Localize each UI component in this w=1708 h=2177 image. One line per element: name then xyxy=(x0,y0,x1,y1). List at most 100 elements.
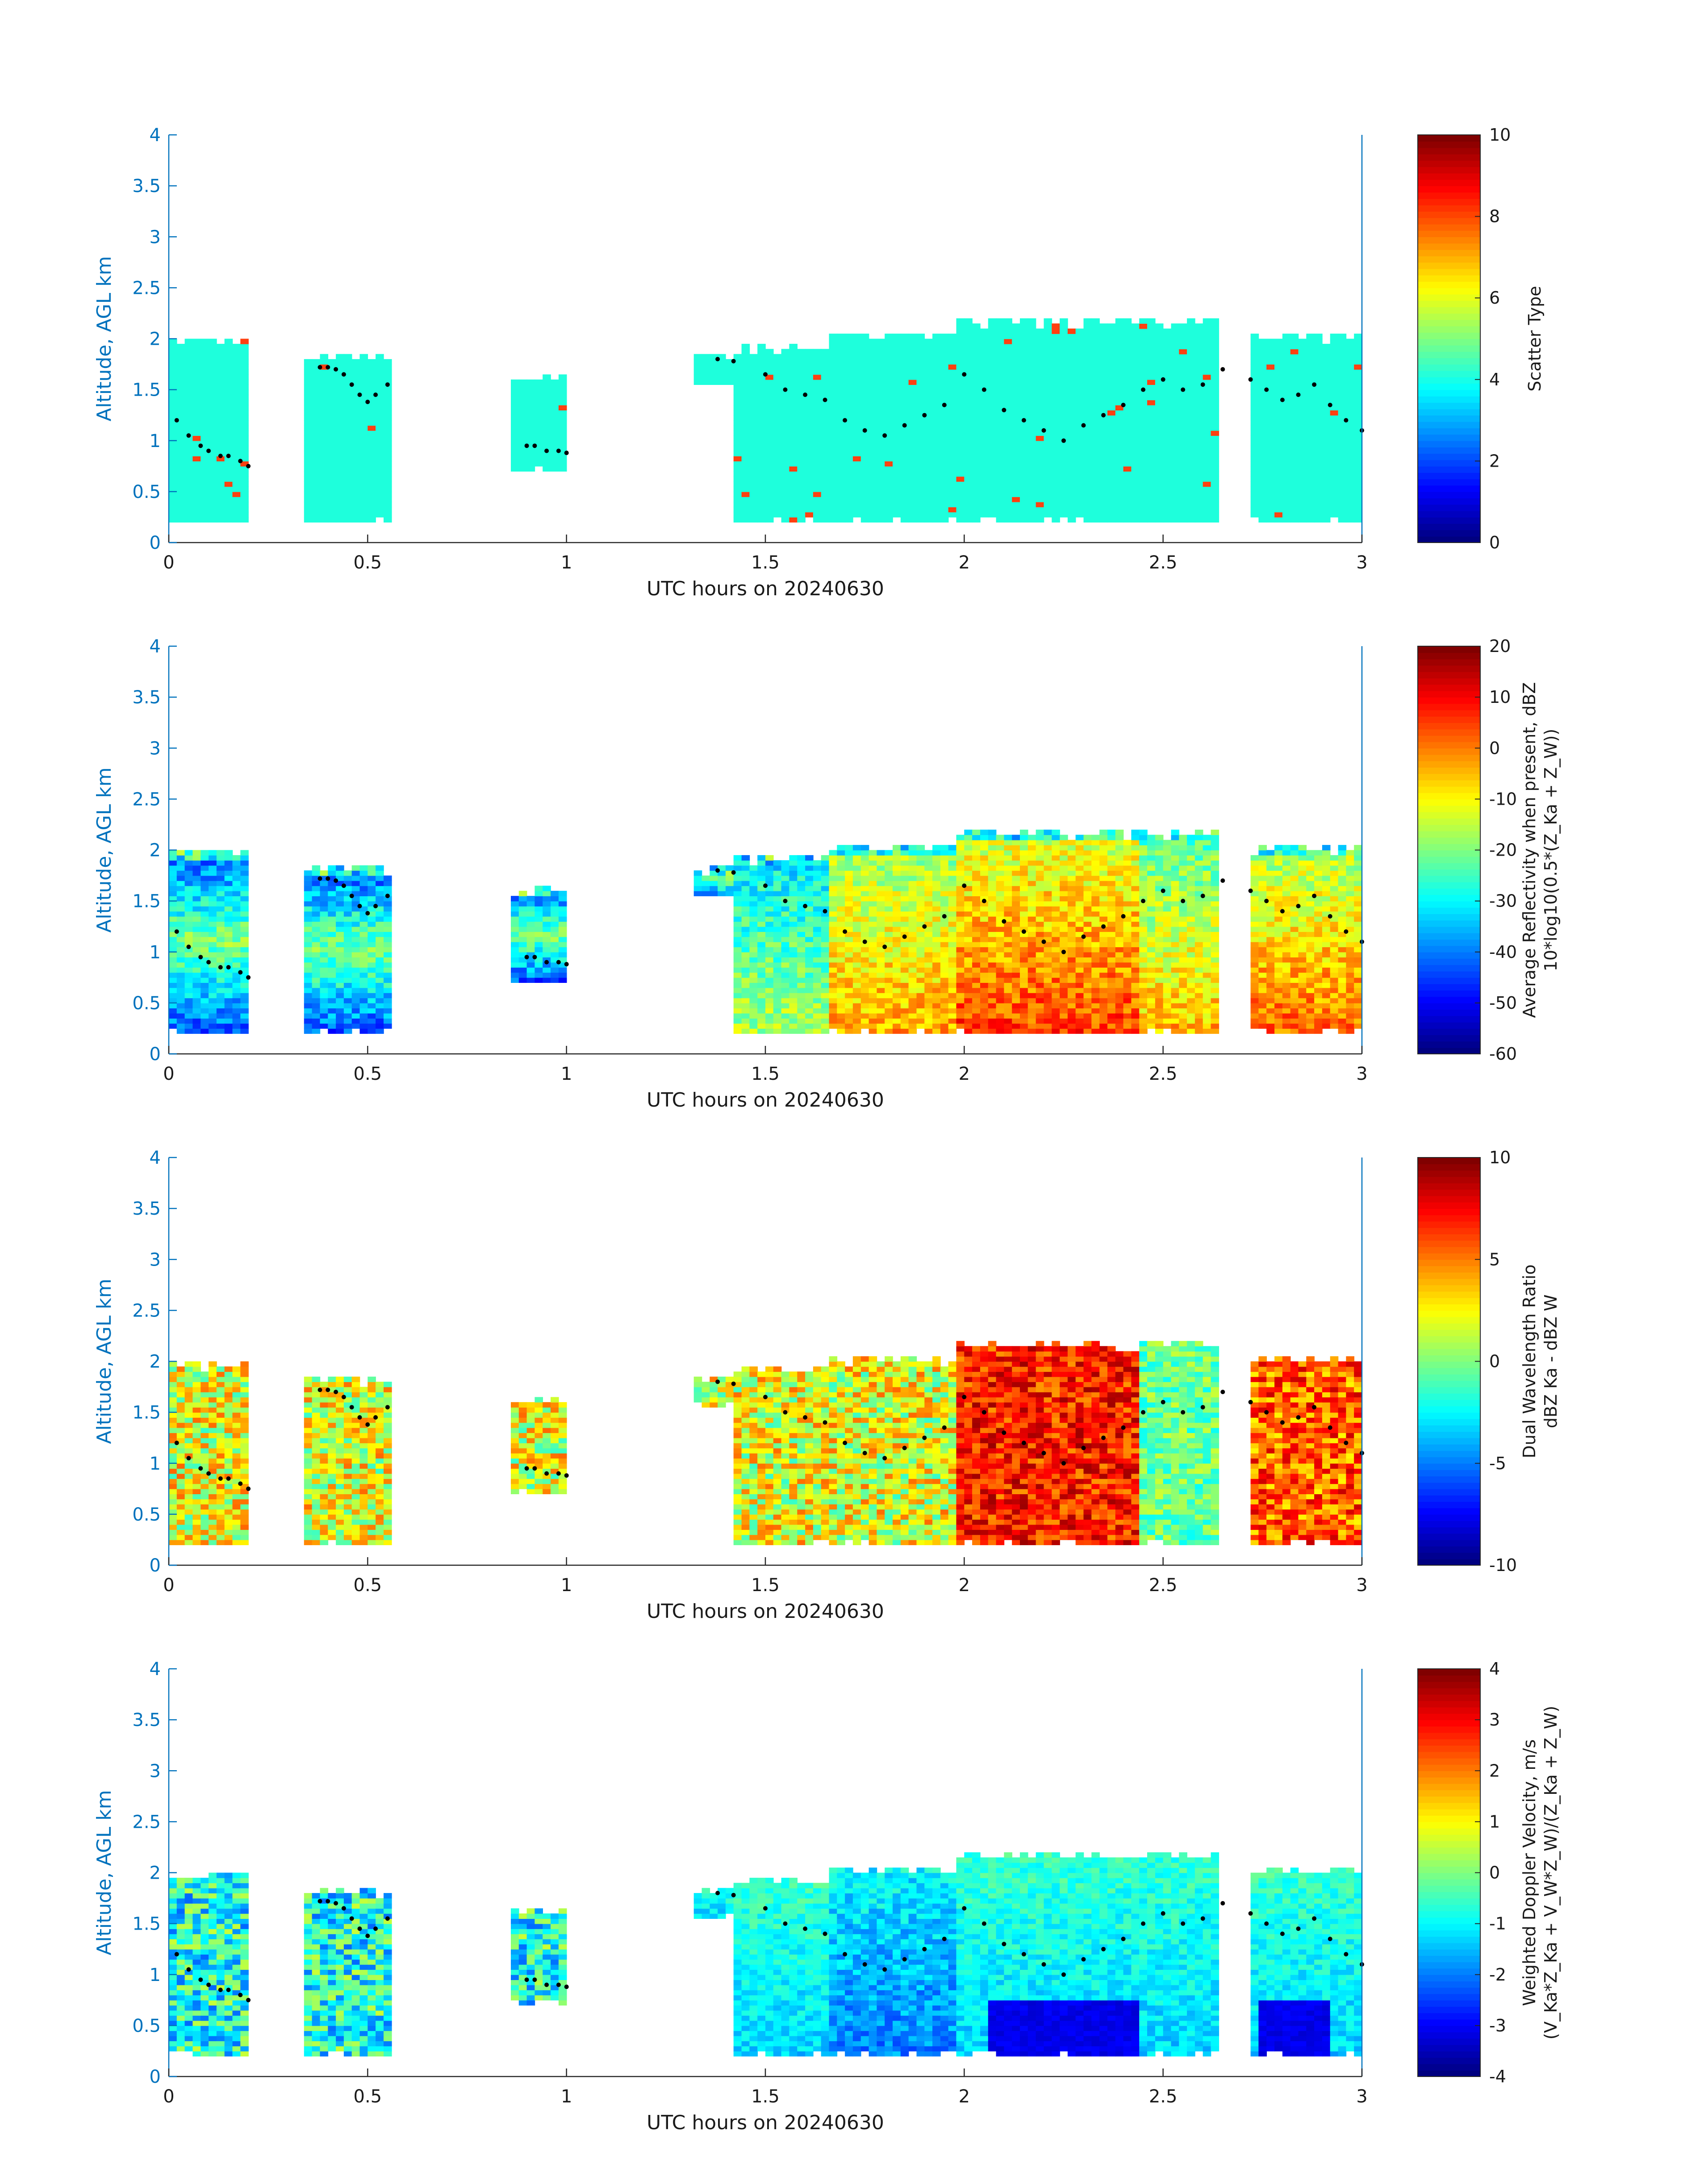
heatmap-cell xyxy=(773,875,782,881)
heatmap-cell xyxy=(1139,517,1148,523)
heatmap-cell xyxy=(169,410,177,416)
heatmap-cell xyxy=(1346,384,1354,390)
heatmap-cell xyxy=(224,932,233,937)
heatmap-cell xyxy=(304,451,313,456)
heatmap-cell xyxy=(860,491,869,497)
heatmap-cell xyxy=(757,936,766,942)
heatmap-cell xyxy=(320,456,329,462)
heatmap-cell xyxy=(304,507,313,513)
heatmap-cell xyxy=(1203,328,1211,334)
heatmap-cell xyxy=(773,952,782,957)
heatmap-cell xyxy=(169,921,177,927)
heatmap-cell xyxy=(765,875,774,881)
heatmap-cell xyxy=(200,1013,209,1019)
heatmap-cell xyxy=(789,471,798,477)
heatmap-cell xyxy=(1036,328,1044,334)
heatmap-cell xyxy=(829,446,838,451)
heatmap-cell xyxy=(176,405,185,411)
heatmap-cell xyxy=(224,338,233,344)
heatmap-cell xyxy=(845,461,853,467)
heatmap-cell xyxy=(216,952,225,957)
heatmap-cell xyxy=(1044,466,1052,472)
heatmap-cell xyxy=(1147,359,1156,365)
heatmap-cell xyxy=(320,517,329,523)
heatmap-cell xyxy=(988,354,997,359)
heatmap-cell xyxy=(192,507,201,513)
heatmap-cell xyxy=(336,405,344,411)
heatmap-cell xyxy=(209,466,217,472)
heatmap-cell xyxy=(1044,501,1052,507)
heatmap-cell xyxy=(1155,512,1164,518)
heatmap-cell xyxy=(741,870,750,876)
heatmap-cell xyxy=(1091,359,1100,365)
heatmap-cell xyxy=(1067,507,1076,513)
heatmap-cell xyxy=(741,993,750,999)
heatmap-cell xyxy=(169,936,177,942)
heatmap-cell xyxy=(359,1003,368,1009)
heatmap-cell xyxy=(1338,334,1347,339)
heatmap-cell xyxy=(216,517,225,523)
heatmap-cell xyxy=(1060,440,1068,446)
heatmap-cell xyxy=(526,932,535,937)
heatmap-cell xyxy=(1060,334,1068,339)
heatmap-cell xyxy=(312,456,321,462)
heatmap-cell xyxy=(184,349,193,355)
heatmap-cell xyxy=(900,497,909,502)
heatmap-cell xyxy=(336,420,344,426)
heatmap-cell xyxy=(176,972,185,978)
heatmap-cell xyxy=(845,395,853,401)
heatmap-cell xyxy=(320,952,329,957)
heatmap-cell xyxy=(885,379,893,385)
heatmap-cell xyxy=(192,425,201,431)
heatmap-cell xyxy=(1314,334,1323,339)
heatmap-cell xyxy=(916,466,925,472)
heatmap-cell xyxy=(956,425,965,431)
heatmap-cell xyxy=(972,461,981,467)
heatmap-cell xyxy=(376,947,384,953)
heatmap-cell xyxy=(312,886,321,891)
heatmap-cell xyxy=(384,998,392,1003)
heatmap-cell xyxy=(940,343,949,350)
heatmap-cell xyxy=(852,369,861,375)
heatmap-cell xyxy=(718,870,726,876)
heatmap-cell xyxy=(1171,440,1180,446)
heatmap-cell xyxy=(328,379,336,385)
heatmap-cell xyxy=(224,911,233,917)
heatmap-cell xyxy=(996,501,1005,507)
heatmap-cell xyxy=(367,364,376,370)
heatmap-cell xyxy=(376,875,384,881)
heatmap-cell xyxy=(733,881,742,886)
heatmap-cell xyxy=(359,481,368,487)
heatmap-cell xyxy=(749,415,758,421)
heatmap-cell xyxy=(1306,415,1315,421)
heatmap-cell xyxy=(1354,466,1362,472)
heatmap-cell xyxy=(1266,507,1275,513)
heatmap-cell xyxy=(1123,512,1132,518)
heatmap-cell xyxy=(1155,471,1164,477)
heatmap-cell xyxy=(320,1018,329,1024)
heatmap-cell xyxy=(192,1018,201,1024)
heatmap-cell xyxy=(1266,451,1275,456)
heatmap-cell xyxy=(845,354,853,359)
heatmap-cell xyxy=(1036,405,1044,411)
heatmap-cell xyxy=(829,476,838,482)
heatmap-cell xyxy=(200,338,209,344)
heatmap-cell xyxy=(1004,486,1012,492)
heatmap-cell xyxy=(511,921,519,927)
heatmap-cell xyxy=(343,374,352,380)
heatmap-cell xyxy=(893,379,901,385)
heatmap-cell xyxy=(757,486,766,492)
heatmap-cell xyxy=(749,451,758,456)
heatmap-cell xyxy=(558,456,567,462)
heatmap-cell xyxy=(1211,338,1219,344)
heatmap-cell xyxy=(216,425,225,431)
heatmap-cell xyxy=(741,425,750,431)
heatmap-cell xyxy=(1155,430,1164,436)
heatmap-cell xyxy=(176,982,185,988)
heatmap-cell xyxy=(877,425,885,431)
heatmap-cell xyxy=(1354,435,1362,441)
heatmap-cell xyxy=(192,395,201,401)
heatmap-cell xyxy=(789,932,798,937)
heatmap-cell xyxy=(1354,440,1362,446)
heatmap-cell xyxy=(805,405,814,411)
